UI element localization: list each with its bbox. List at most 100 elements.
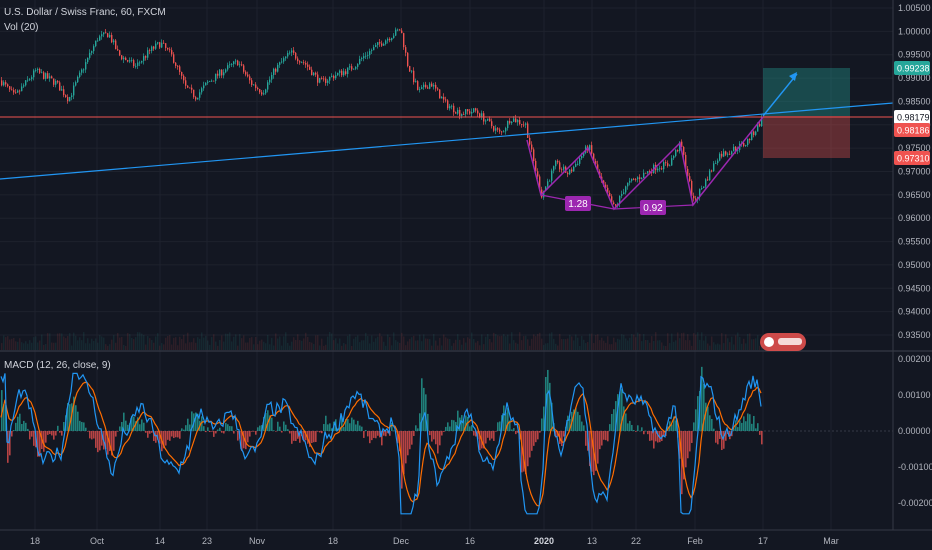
candle-body [99,36,101,41]
volume-bar [333,340,335,350]
macd-hist-bar [635,431,637,432]
candle-body [639,177,641,179]
candle-body [183,75,185,81]
symbol-title[interactable]: U.S. Dollar / Swiss Franc, 60, FXCM [4,7,166,18]
macd-hist-bar [351,417,353,431]
macd-hist-bar [711,418,713,431]
macd-hist-bar [121,422,123,431]
volume-bar [231,341,233,350]
price-axis[interactable]: 1.005001.000000.995000.990000.985000.980… [898,3,931,340]
macd-hist-bar [657,431,659,443]
time-tick-label: 18 [30,536,40,546]
macd-hist-bar [209,431,211,433]
volume-bar [341,345,343,350]
candle-body [391,38,393,41]
macd-hist-bar [21,423,23,431]
price-badge-label: 0.97310 [897,154,930,164]
volume-bar [465,342,467,350]
candle-body [47,73,49,79]
macd-hist-bar [757,423,759,431]
price-tick-label: 0.95500 [898,237,931,247]
macd-hist-bar [431,431,433,442]
macd-hist-bar [57,425,59,431]
candle-body [371,50,373,52]
candle-body [457,109,459,114]
candle-body [63,89,65,96]
price-tick-label: 0.98500 [898,96,931,106]
volume-bar [43,344,45,350]
candle-body [511,121,513,124]
macd-hist-bar [153,431,155,442]
volume-bar [705,336,707,350]
volume-bar [371,335,373,350]
candle-body [331,75,333,77]
projection-arrow[interactable] [762,73,798,117]
volume-indicator-label[interactable]: Vol (20) [4,22,38,33]
macd-hist-bar [483,431,485,449]
candle-body [299,61,301,63]
macd-hist-bar [101,431,103,446]
macd-hist-bar [233,431,235,434]
macd-hist-bar [411,431,413,445]
volume-bar [461,344,463,350]
volume-bar [361,340,363,350]
macd-hist-bar [387,431,389,434]
macd-hist-bar [611,413,613,431]
volume-bar [369,343,371,350]
volume-bar [527,339,529,350]
trendline[interactable] [0,102,894,180]
candle-body [691,180,693,196]
macd-hist-bar [79,420,81,431]
candle-body [607,187,609,193]
macd-axis[interactable]: 0.00200 0.00100 0.00000 -0.00100 -0.00200 [898,354,932,508]
macd-hist-bar [681,431,683,495]
volume-bar [187,332,189,350]
volume-bar [415,340,417,350]
macd-hist-bar [169,431,171,441]
macd-hist-bar [73,396,75,431]
macd-hist-bar [7,431,9,463]
macd-hist-bar [275,431,277,432]
macd-hist-bar [423,387,425,431]
volume-bar [301,340,303,350]
macd-indicator-label[interactable]: MACD (12, 26, close, 9) [4,360,111,371]
candle-body [421,87,423,90]
candle-body [73,85,75,96]
volume-bar [495,334,497,350]
volume-bar [13,337,15,350]
volume-bar [325,344,327,350]
macd-hist-bar [687,431,689,459]
candle-body [579,158,581,164]
candle-body [395,29,397,36]
volume-bar [443,334,445,350]
volume-bar [475,342,477,350]
candle-body [187,85,189,88]
candle-body [713,163,715,171]
macd-hist-bar [441,431,443,436]
volume-bar [503,334,505,350]
volume-bar [281,345,283,350]
time-axis[interactable]: 18 Oct 14 23 Nov 18 Dec 16 2020 13 22 Feb 17 Mar [30,536,839,546]
macd-hist-bar [497,422,499,431]
macd-hist-bar [751,423,753,431]
volume-bar [735,335,737,350]
candle-body [129,60,131,62]
macd-hist-bar [225,423,227,431]
volume-bar [39,340,41,350]
macd-hist-bar [277,421,279,431]
price-tick-label: 0.96500 [898,190,931,200]
harmonic-pattern[interactable]: 1.28 0.92 [526,116,764,215]
volume-bar [709,345,711,350]
volume-bar [17,341,19,350]
candle-body [519,119,521,124]
volume-bar [247,342,249,350]
volume-bar [229,332,231,350]
volume-bar [627,340,629,350]
candle-body [91,51,93,53]
candle-body [559,162,561,170]
candle-body [475,108,477,111]
volume-bar [99,335,101,350]
volume-bar [75,335,77,350]
volume-bar [375,338,377,350]
